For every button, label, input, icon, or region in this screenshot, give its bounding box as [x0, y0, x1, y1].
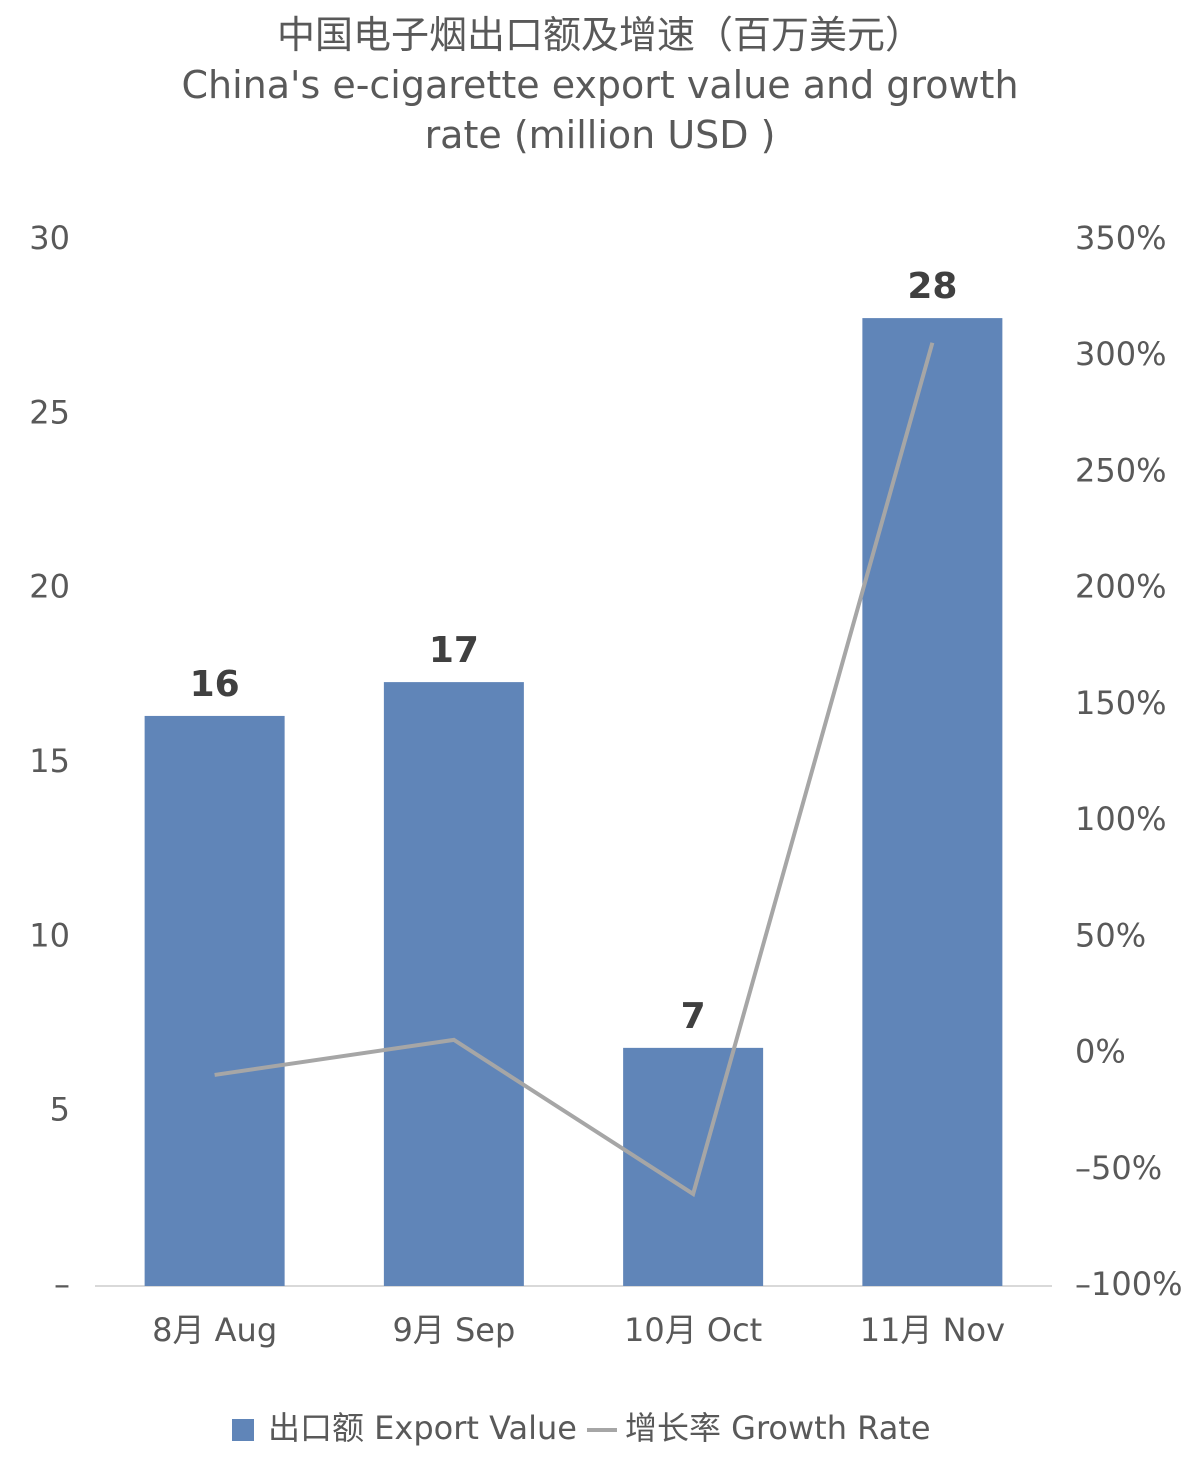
bar: [144, 715, 285, 1286]
x-tick-label: 11月 Nov: [860, 1311, 1005, 1349]
bar: [383, 682, 524, 1286]
y-tick-label: 20: [29, 568, 70, 606]
value-label: 28: [907, 266, 957, 307]
y2-tick-label: 0%: [1075, 1033, 1126, 1071]
y2-tick-label: 200%: [1075, 568, 1166, 606]
legend-label: 增长率 Growth Rate: [625, 1409, 931, 1447]
y2-tick-label: 50%: [1075, 916, 1146, 954]
titles: 中国电子烟出口额及增速（百万美元） China's e-cigarette ex…: [150, 10, 1050, 160]
y-tick-label: –: [54, 1265, 70, 1303]
x-tick-label: 9月 Sep: [392, 1311, 515, 1349]
value-label: 16: [190, 664, 240, 705]
y2-tick-label: 250%: [1075, 451, 1166, 489]
y2-tick-label: 350%: [1075, 219, 1166, 257]
chart-subtitle: China's e-cigarette export value and gro…: [181, 63, 1019, 157]
legend-swatch: [232, 1419, 254, 1441]
x-tick-label: 10月 Oct: [624, 1311, 762, 1349]
y2-tick-label: –50%: [1075, 1149, 1162, 1187]
y-tick-label: 30: [29, 219, 70, 257]
y-tick-label: 15: [29, 742, 70, 780]
y2-tick-label: 100%: [1075, 800, 1166, 838]
y-tick-label: 10: [29, 916, 70, 954]
value-label: 17: [429, 630, 479, 671]
line: [214, 342, 935, 1198]
value-label: 7: [681, 996, 706, 1037]
y-tick-label: 5: [50, 1091, 70, 1129]
chart-title: 中国电子烟出口额及增速（百万美元）: [276, 13, 923, 57]
bar: [862, 318, 1003, 1286]
y2-tick-label: 300%: [1075, 335, 1166, 373]
y-tick-label: 25: [29, 393, 70, 431]
y2-tick-label: –100%: [1075, 1265, 1182, 1303]
y2-tick-label: 150%: [1075, 684, 1166, 722]
legend-label: 出口额 Export Value: [268, 1409, 577, 1447]
bar: [623, 1047, 764, 1286]
x-tick-label: 8月 Aug: [152, 1311, 277, 1349]
